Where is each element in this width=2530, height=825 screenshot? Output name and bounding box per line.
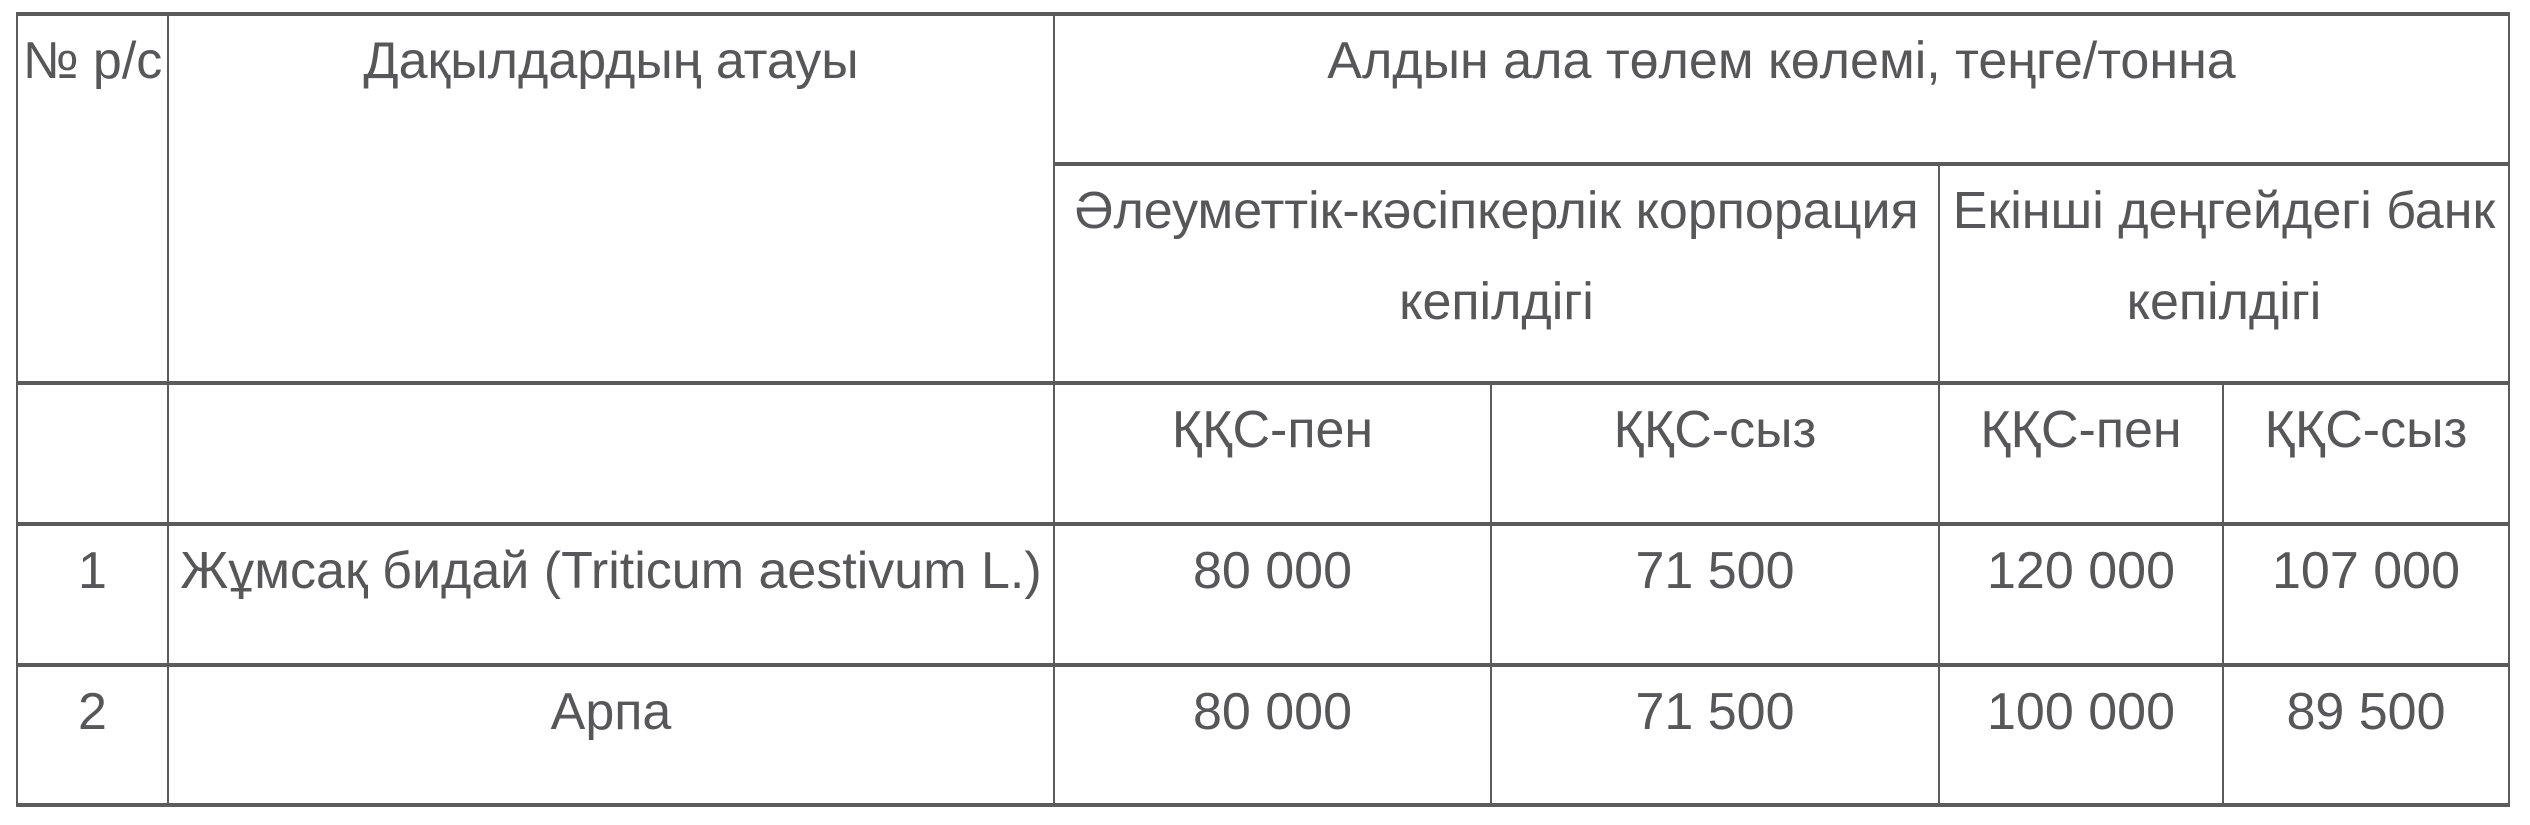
header-row-1: № р/с Дақылдардың атауы Алдын ала төлем … [16, 12, 2510, 385]
header-bank-guarantee: Екінші деңгейдегі банк кепілдігі [1938, 162, 2510, 385]
value-cell-spk-without-vat: 71 500 [1490, 522, 1940, 667]
empty-cell [16, 381, 169, 526]
crop-name-cell: Жұмсақ бидай (Triticum aestivum L.) [167, 522, 1055, 667]
value-cell-bank-without-vat: 89 500 [2222, 663, 2510, 807]
row-number-cell: 1 [16, 522, 169, 667]
header-crop-name: Дақылдардың атауы [167, 12, 1055, 385]
row-number-cell: 2 [16, 663, 169, 807]
header-row-2: Әлеуметтік-кәсіпкерлік корпорация кепілд… [17, 162, 2510, 385]
value-cell-spk-with-vat: 80 000 [1053, 663, 1492, 807]
header-spk-without-vat: ҚҚС-сыз [1490, 381, 1940, 526]
empty-cell [167, 381, 1055, 526]
value-cell-bank-with-vat: 120 000 [1938, 522, 2224, 667]
table-row: 1 Жұмсақ бидай (Triticum aestivum L.) 80… [16, 522, 2510, 667]
header-row-3: ҚҚС-пен ҚҚС-сыз ҚҚС-пен ҚҚС-сыз [16, 381, 2510, 526]
header-bank-with-vat: ҚҚС-пен [1938, 381, 2224, 526]
value-cell-bank-with-vat: 100 000 [1938, 663, 2224, 807]
value-cell-spk-without-vat: 71 500 [1490, 663, 1940, 807]
header-spk-guarantee: Әлеуметтік-кәсіпкерлік корпорация кепілд… [1053, 162, 1940, 385]
crop-name-cell: Арпа [167, 663, 1055, 807]
value-cell-spk-with-vat: 80 000 [1053, 522, 1492, 667]
prepayment-rates-table: № р/с Дақылдардың атауы Алдын ала төлем … [16, 12, 2510, 807]
table-row: 2 Арпа 80 000 71 500 100 000 89 500 [16, 663, 2510, 807]
header-row-number: № р/с [16, 12, 169, 385]
header-bank-without-vat: ҚҚС-сыз [2222, 381, 2510, 526]
header-spk-with-vat: ҚҚС-пен [1053, 381, 1492, 526]
header-prepayment: Алдын ала төлем көлемі, теңге/тонна [1053, 12, 2510, 166]
value-cell-bank-without-vat: 107 000 [2222, 522, 2510, 667]
